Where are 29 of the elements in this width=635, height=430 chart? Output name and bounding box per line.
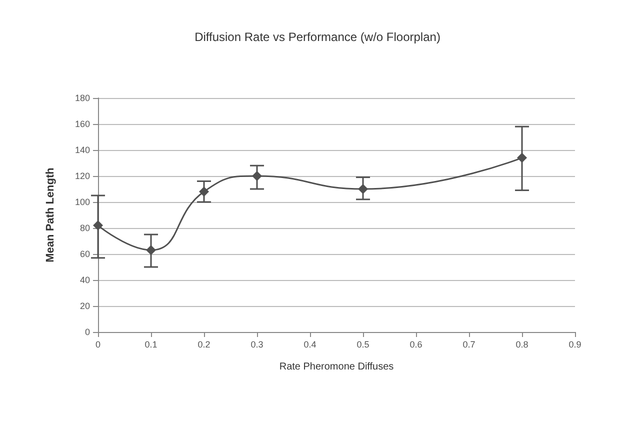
y-tick-label: 40 bbox=[80, 275, 90, 285]
x-tick-label: 0.9 bbox=[568, 340, 582, 350]
y-tick-label: 0 bbox=[84, 327, 90, 337]
point bbox=[517, 152, 527, 163]
x-tick-label: 0.7 bbox=[462, 340, 476, 350]
x-tick-label: 0.6 bbox=[410, 340, 422, 350]
x-axis-title: Rate Pheromone Diffuses bbox=[279, 362, 394, 372]
point bbox=[93, 220, 103, 230]
y-tick-label: 160 bbox=[74, 119, 90, 129]
y-tick-label: 60 bbox=[80, 249, 90, 259]
point bbox=[199, 186, 209, 197]
x-tick-label: 0.1 bbox=[144, 340, 158, 350]
y-tick-label: 180 bbox=[74, 93, 90, 103]
y-tick-label: 140 bbox=[74, 145, 90, 155]
y-tick-label: 20 bbox=[80, 301, 90, 311]
chart-title: Diffusion Rate vs Performance (w/o Floorplan) bbox=[194, 30, 440, 44]
x-tick-label: 0.2 bbox=[198, 340, 210, 350]
point bbox=[252, 171, 262, 181]
x-tick-label: 0.8 bbox=[516, 340, 528, 350]
y-tick-label: 80 bbox=[80, 223, 90, 233]
x-tick-label: 0 bbox=[95, 340, 101, 350]
point bbox=[358, 184, 368, 194]
x-tick-label: 0.3 bbox=[250, 340, 264, 350]
y-axis-title: Mean Path Length bbox=[44, 167, 56, 262]
x-tick-label: 0.5 bbox=[356, 340, 370, 350]
y-tick-label: 120 bbox=[74, 171, 90, 181]
y-tick-label: 100 bbox=[74, 197, 90, 207]
point bbox=[146, 245, 156, 256]
x-tick-label: 0.4 bbox=[304, 340, 316, 350]
